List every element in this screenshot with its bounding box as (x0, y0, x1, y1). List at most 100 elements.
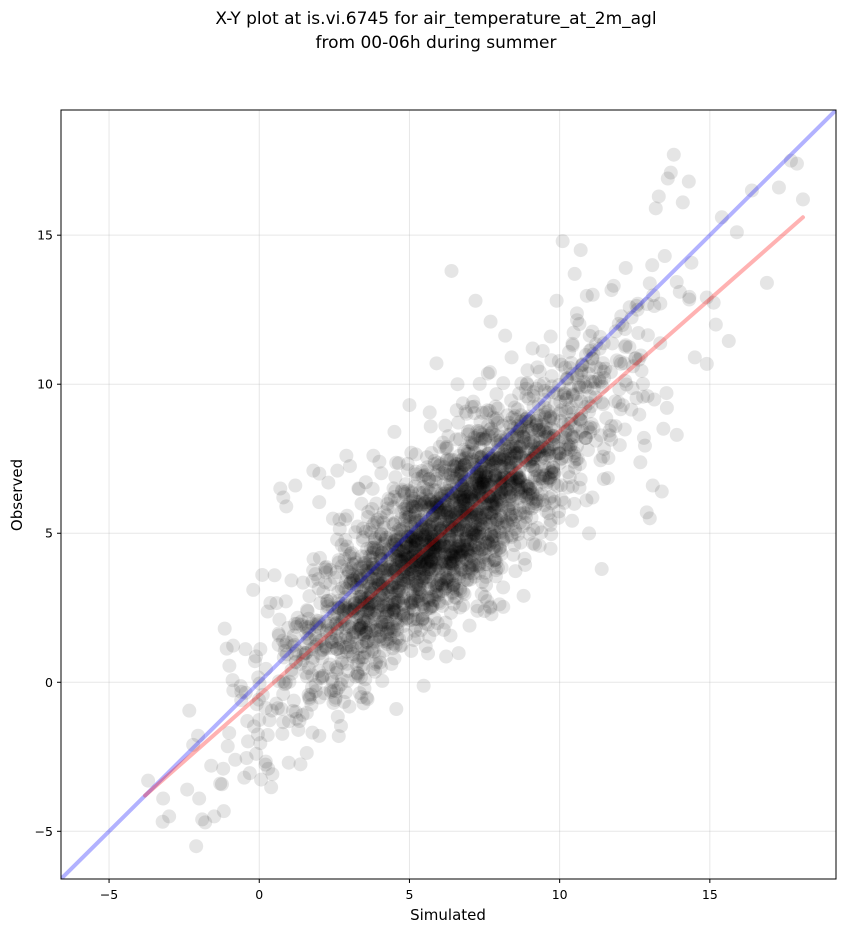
scatter-point (589, 433, 604, 448)
scatter-point (555, 234, 570, 249)
scatter-point (252, 712, 267, 727)
scatter-point (271, 674, 286, 689)
scatter-point (669, 275, 684, 290)
scatter-point (298, 619, 313, 634)
scatter-point (498, 328, 513, 343)
scatter-point (489, 493, 504, 508)
scatter-point (507, 409, 522, 424)
scatter-point (565, 387, 580, 402)
scatter-point (182, 703, 197, 718)
scatter-point (492, 451, 507, 466)
scatter-point (510, 477, 525, 492)
scatter-point (363, 617, 378, 632)
scatter-point (472, 521, 487, 536)
scatter-point (347, 601, 362, 616)
scatter-point (401, 549, 416, 564)
scatter-point (589, 360, 604, 375)
scatter-point (409, 513, 424, 528)
scatter-point (565, 336, 580, 351)
scatter-point (521, 492, 536, 507)
scatter-point (424, 523, 439, 538)
scatter-point (482, 450, 497, 465)
scatter-point (524, 442, 539, 457)
scatter-point (455, 543, 470, 558)
scatter-point (468, 520, 483, 535)
scatter-point (480, 496, 495, 511)
scatter-point (387, 593, 402, 608)
scatter-point (454, 453, 469, 468)
scatter-point (500, 501, 515, 516)
scatter-point (390, 543, 405, 558)
scatter-point (299, 705, 314, 720)
scatter-point (407, 505, 422, 520)
scatter-point (443, 556, 458, 571)
scatter-point (405, 576, 420, 591)
scatter-point (408, 542, 423, 557)
scatter-point (312, 616, 327, 631)
scatter-point (494, 494, 509, 509)
scatter-point (394, 590, 409, 605)
scatter-point (422, 536, 437, 551)
scatter-point (488, 499, 503, 514)
scatter-point (251, 692, 266, 707)
scatter-point (530, 468, 545, 483)
scatter-point (492, 597, 507, 612)
scatter-point (496, 599, 511, 614)
scatter-point (278, 594, 293, 609)
scatter-point (783, 153, 798, 168)
scatter-point (252, 676, 267, 691)
scatter-point (392, 554, 407, 569)
scatter-point (615, 318, 630, 333)
scatter-point (448, 519, 463, 534)
scatter-point (443, 552, 458, 567)
scatter-point (387, 651, 402, 666)
scatter-point (469, 473, 484, 488)
scatter-point (386, 500, 401, 515)
scatter-point (744, 183, 759, 198)
scatter-point (510, 470, 525, 485)
scatter-point (458, 533, 473, 548)
scatter-point (430, 518, 445, 533)
chart-title-line-1: X-Y plot at is.vi.6745 for air_temperatu… (215, 9, 656, 29)
scatter-point (442, 477, 457, 492)
scatter-point (331, 600, 346, 615)
scatter-point (505, 496, 520, 511)
scatter-point (391, 553, 406, 568)
scatter-point (407, 479, 422, 494)
scatter-point (391, 578, 406, 593)
scatter-point (339, 644, 354, 659)
scatter-point (541, 443, 556, 458)
scatter-point (491, 437, 506, 452)
scatter-point (509, 445, 524, 460)
scatter-point (446, 486, 461, 501)
scatter-point (393, 552, 408, 567)
scatter-point (339, 603, 354, 618)
scatter-point (630, 302, 645, 317)
scatter-point (429, 494, 444, 509)
scatter-point (567, 445, 582, 460)
scatter-point (394, 638, 409, 653)
scatter-point (520, 363, 535, 378)
scatter-point (466, 526, 481, 541)
scatter-point (349, 657, 364, 672)
scatter-point (370, 595, 385, 610)
scatter-point (414, 588, 429, 603)
scatter-point (400, 539, 415, 554)
y-tick-label: −5 (35, 824, 53, 839)
scatter-point (467, 490, 482, 505)
scatter-point (559, 372, 574, 387)
scatter-point (390, 622, 405, 637)
scatter-point (481, 465, 496, 480)
scatter-point (356, 521, 371, 536)
scatter-point (489, 433, 504, 448)
scatter-point (457, 505, 472, 520)
scatter-point (385, 561, 400, 576)
scatter-point (653, 336, 668, 351)
scatter-point (484, 494, 499, 509)
scatter-point (316, 668, 331, 683)
scatter-point (522, 455, 537, 470)
scatter-point (343, 602, 358, 617)
scatter-point (432, 536, 447, 551)
scatter-point (370, 512, 385, 527)
scatter-point (384, 656, 399, 671)
